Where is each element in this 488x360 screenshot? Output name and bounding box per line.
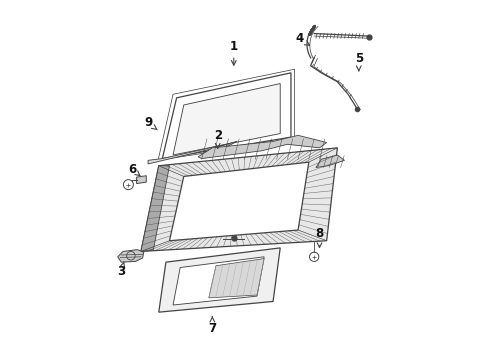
Polygon shape: [173, 257, 264, 305]
Polygon shape: [141, 148, 337, 251]
Polygon shape: [208, 258, 264, 298]
Polygon shape: [198, 135, 326, 158]
Polygon shape: [169, 162, 308, 241]
Polygon shape: [226, 141, 237, 147]
Text: 1: 1: [229, 40, 237, 65]
Text: 2: 2: [213, 129, 222, 148]
Polygon shape: [315, 155, 344, 167]
Polygon shape: [136, 176, 146, 184]
Text: 3: 3: [117, 262, 125, 278]
Polygon shape: [148, 143, 233, 164]
Polygon shape: [118, 249, 143, 262]
Text: 9: 9: [143, 116, 157, 130]
Polygon shape: [162, 73, 290, 158]
Text: 4: 4: [295, 32, 309, 45]
Text: 8: 8: [315, 227, 323, 247]
Polygon shape: [173, 84, 280, 155]
Text: 6: 6: [127, 163, 140, 176]
Polygon shape: [159, 248, 280, 312]
Polygon shape: [141, 166, 169, 251]
Text: 7: 7: [208, 317, 216, 336]
Text: 5: 5: [354, 52, 362, 71]
